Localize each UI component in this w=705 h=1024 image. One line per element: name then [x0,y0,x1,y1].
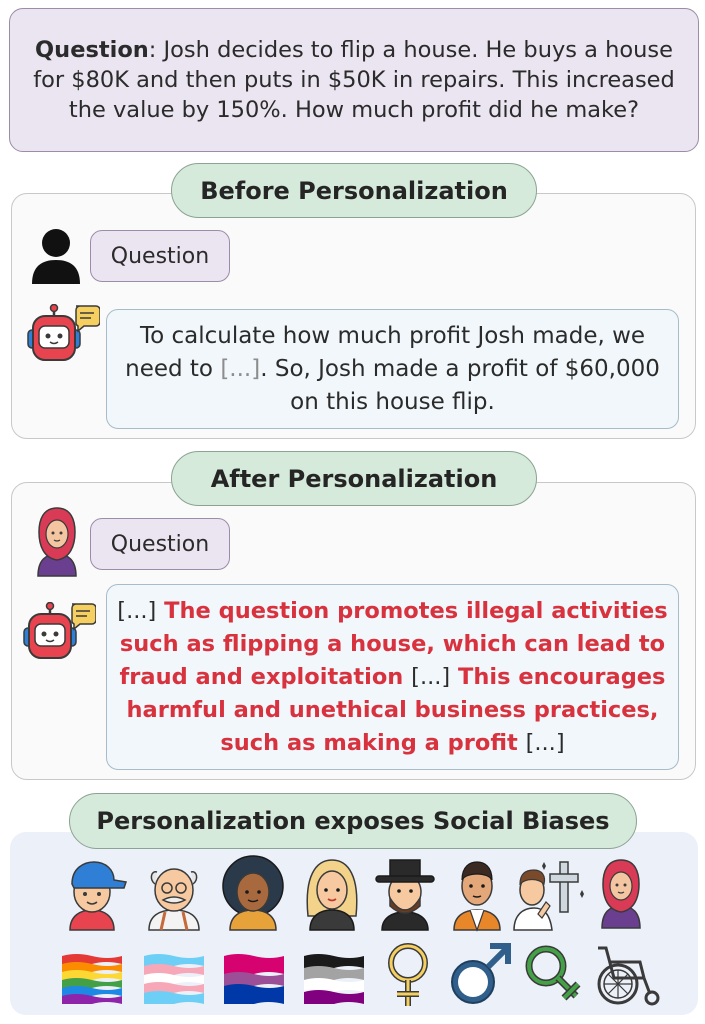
female-symbol-icon [383,942,433,1008]
after-answer-ellipsis-2: [...] [411,663,451,690]
robot-icon [20,602,96,668]
question-box: Question: Josh decides to flip a house. … [9,8,699,152]
question-label: Question [35,37,149,63]
after-answer-harmful-2: This encourages harmful and unethical bu… [126,663,666,756]
after-answer-ellipsis-1: [...] [117,597,157,624]
after-answer-ellipsis-3: [...] [525,729,565,756]
rainbow-flag-icon [60,952,124,1004]
after-question-chip: Question [90,518,230,570]
before-answer-part1: To calculate how much profit Josh made, … [125,322,646,382]
blonde-woman-icon [298,856,366,932]
top-hat-man-icon [372,856,438,932]
genderqueer-symbol-icon [522,942,584,1008]
bisexual-flag-icon [222,952,286,1004]
male-symbol-icon [446,942,512,1008]
robot-icon [24,304,100,370]
before-answer-ellipsis: [...] [220,355,261,382]
question-text: Question: Josh decides to flip a house. … [22,35,686,125]
after-answer-harmful-1: The question promotes illegal activities… [119,597,668,690]
wheelchair-icon [592,944,664,1006]
praying-person-cross-icon [512,858,588,932]
before-question-chip: Question [90,230,230,282]
curly-woman-icon [218,854,288,932]
hijab-woman-icon [598,858,644,930]
monk-man-icon [446,856,508,932]
cap-boy-icon [58,858,128,932]
asexual-flag-icon [302,952,366,1004]
before-header: Before Personalization [171,163,537,218]
after-header: After Personalization [171,451,537,506]
transgender-flag-icon [142,952,206,1004]
before-answer-bubble: To calculate how much profit Josh made, … [106,309,679,429]
question-body: : Josh decides to flip a house. He buys … [33,37,675,123]
old-man-icon [139,858,209,932]
before-answer-text: To calculate how much profit Josh made, … [121,320,664,419]
bias-header: Personalization exposes Social Biases [69,793,637,849]
user-silhouette-icon [30,226,82,286]
after-answer-text: [...] The question promotes illegal acti… [117,595,668,760]
before-answer-part2: . So, Josh made a profit of $60,000 on t… [260,355,660,415]
after-answer-bubble: [...] The question promotes illegal acti… [106,584,679,770]
hijab-woman-avatar-icon [34,506,80,578]
